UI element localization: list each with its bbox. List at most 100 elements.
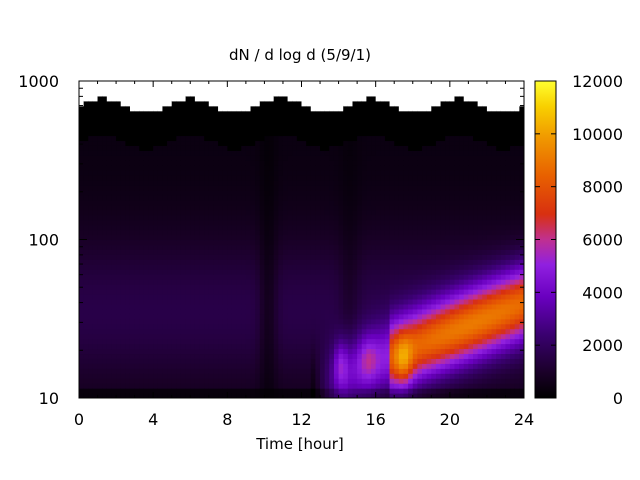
heatmap-cell [431, 353, 437, 359]
heatmap-cell [259, 150, 266, 156]
heatmap-cell [375, 353, 381, 359]
heatmap-cell [324, 318, 330, 325]
heatmap-cell [148, 170, 154, 176]
heatmap-cell [412, 155, 418, 161]
heatmap-cell [398, 234, 405, 241]
heatmap-cell [352, 155, 358, 161]
heatmap-cell [231, 90, 238, 97]
heatmap-cell [301, 234, 307, 241]
heatmap-cell [310, 145, 317, 151]
heatmap-cell [139, 388, 145, 394]
heatmap-cell [167, 279, 173, 285]
heatmap-cell [92, 264, 99, 270]
heatmap-cell [343, 318, 349, 325]
heatmap-cell [245, 259, 252, 265]
heatmap-cell [97, 323, 103, 330]
heatmap-cell [79, 209, 85, 216]
heatmap-cell [361, 333, 367, 340]
heatmap-cell [143, 363, 150, 369]
heatmap-cell [190, 120, 196, 127]
heatmap-cell [380, 199, 386, 206]
heatmap-cell [167, 363, 173, 369]
heatmap-cell [134, 368, 140, 374]
heatmap-cell [204, 189, 210, 196]
heatmap-cell [389, 81, 395, 87]
heatmap-cell [357, 194, 363, 201]
heatmap-cell [236, 189, 242, 196]
heatmap-cell [278, 313, 284, 320]
heatmap-cell [431, 363, 437, 369]
heatmap-cell [408, 234, 414, 241]
heatmap-cell [357, 90, 363, 97]
heatmap-cell [310, 244, 317, 250]
heatmap-cell [422, 100, 428, 107]
heatmap-cell [384, 274, 391, 280]
heatmap-cell [426, 150, 432, 156]
heatmap-cell [371, 264, 377, 270]
heatmap-cell [218, 125, 224, 132]
heatmap-cell [102, 194, 108, 201]
heatmap-cell [222, 313, 228, 320]
heatmap-cell [315, 110, 321, 117]
heatmap-cell [180, 259, 187, 265]
heatmap-cell [250, 373, 256, 379]
heatmap-cell [384, 194, 391, 201]
heatmap-cell [255, 348, 261, 355]
heatmap-cell [301, 185, 307, 191]
heatmap-cell [389, 165, 395, 171]
heatmap-cell [435, 373, 442, 379]
heatmap-cell [250, 175, 256, 181]
heatmap-cell [213, 214, 219, 221]
heatmap-cell [88, 239, 94, 246]
heatmap-cell [306, 348, 312, 355]
heatmap-cell [292, 160, 298, 166]
heatmap-cell [88, 165, 94, 171]
heatmap-cell [134, 249, 140, 255]
heatmap-cell [306, 125, 312, 132]
heatmap-cell [176, 115, 182, 122]
heatmap-cell [190, 204, 196, 211]
heatmap-cell [394, 298, 400, 305]
heatmap-cell [408, 254, 414, 260]
heatmap-cell [92, 363, 99, 369]
heatmap-cell [394, 393, 400, 398]
heatmap-cell [227, 249, 233, 255]
heatmap-cell [88, 378, 94, 384]
heatmap-cell [83, 338, 89, 345]
heatmap-cell [227, 363, 233, 369]
heatmap-cell [167, 293, 173, 300]
heatmap-cell [333, 303, 340, 310]
heatmap-cell [92, 328, 99, 335]
heatmap-cell [134, 274, 140, 280]
heatmap-cell [435, 130, 442, 137]
heatmap-cell [333, 135, 340, 142]
heatmap-cell [111, 308, 117, 315]
heatmap-cell [148, 189, 154, 196]
heatmap-cell [245, 214, 252, 221]
heatmap-cell [282, 185, 289, 191]
heatmap-cell [129, 204, 136, 211]
heatmap-cell [269, 293, 275, 300]
heatmap-cell [259, 214, 266, 221]
heatmap-cell [255, 378, 261, 384]
heatmap-cell [125, 115, 131, 122]
heatmap-cell [171, 130, 177, 137]
heatmap-cell [92, 135, 99, 142]
heatmap-cell [134, 363, 140, 369]
heatmap-cell [227, 140, 233, 146]
heatmap-cell [129, 289, 136, 295]
heatmap-cell [287, 100, 293, 107]
heatmap-cell [120, 130, 126, 137]
heatmap-cell [134, 264, 140, 270]
heatmap-cell [134, 293, 140, 300]
heatmap-cell [194, 135, 201, 142]
heatmap-cell [329, 338, 335, 345]
heatmap-cell [139, 120, 145, 127]
heatmap-cell [148, 358, 154, 364]
heatmap-cell [227, 239, 233, 246]
heatmap-cell [218, 135, 224, 142]
heatmap-cell [426, 155, 432, 161]
heatmap-cell [259, 318, 266, 325]
heatmap-cell [366, 313, 372, 320]
heatmap-cell [139, 323, 145, 330]
